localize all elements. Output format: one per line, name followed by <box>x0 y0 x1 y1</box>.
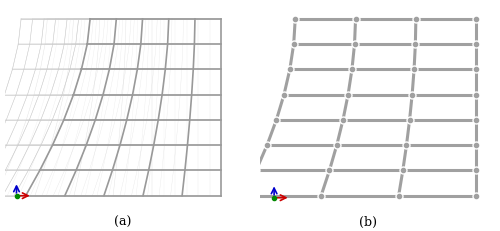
Text: (a): (a) <box>114 216 131 229</box>
Text: (b): (b) <box>358 216 376 229</box>
